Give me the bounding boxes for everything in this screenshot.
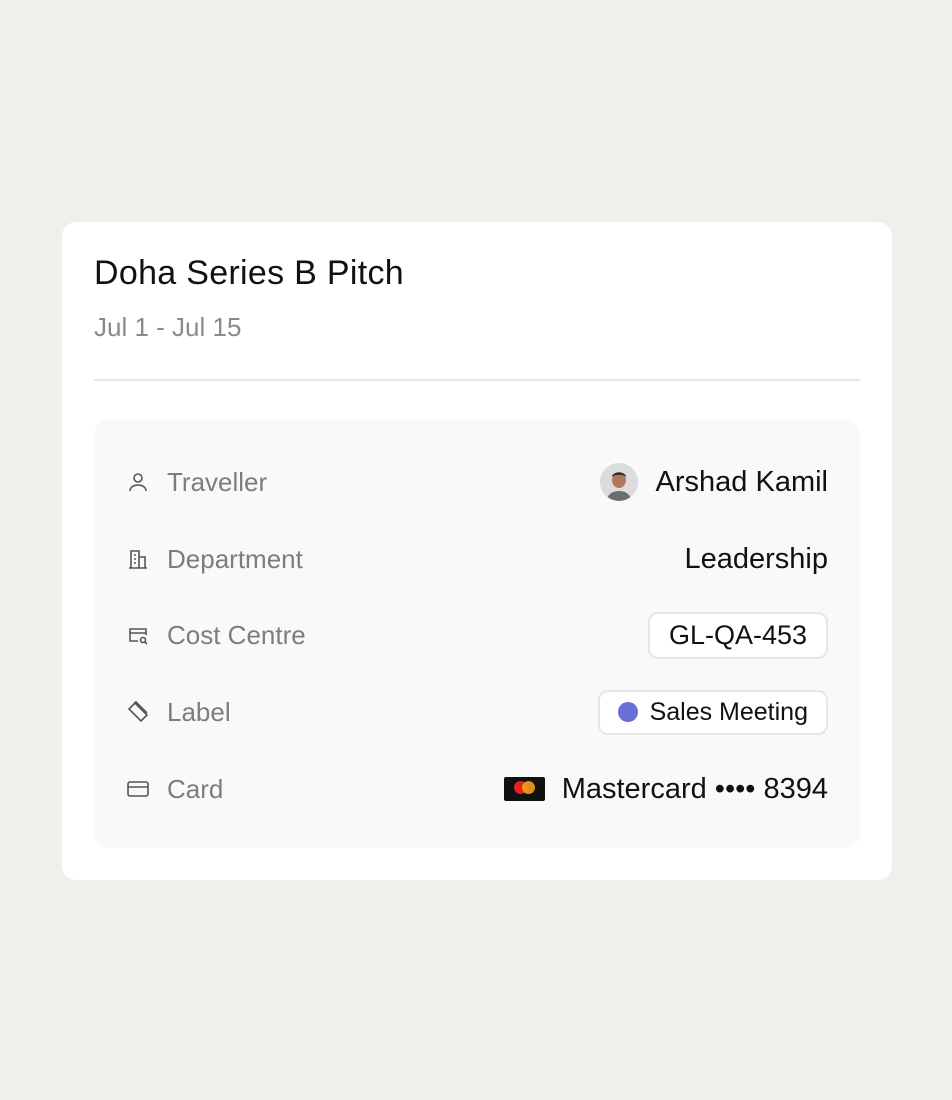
cost-centre-chip[interactable]: GL-QA-453 <box>647 611 828 659</box>
tag-icon <box>126 700 150 724</box>
label-color-dot <box>617 702 638 722</box>
traveller-label: Traveller <box>167 466 268 497</box>
mastercard-logo <box>503 777 545 801</box>
row-card: Card Mastercard •••• 8394 <box>94 764 860 814</box>
row-label: Label Sales Meeting <box>94 687 860 737</box>
department-value: Leadership <box>684 542 829 575</box>
row-traveller: Traveller Arshad Kamil <box>94 457 860 507</box>
label-value: Sales Meeting <box>649 697 808 726</box>
trip-dates: Jul 1 - Jul 15 <box>94 312 242 342</box>
row-cost-centre: Cost Centre GL-QA-453 <box>94 610 860 660</box>
cost-centre-icon <box>126 623 150 647</box>
divider <box>94 379 860 381</box>
building-icon <box>126 547 150 571</box>
label-label: Label <box>167 696 231 727</box>
trip-card: Doha Series B Pitch Jul 1 - Jul 15 Trave… <box>62 222 892 880</box>
row-department: Department Leadership <box>94 534 860 584</box>
card-label: Card <box>167 773 224 804</box>
card-value: Mastercard •••• 8394 <box>561 772 828 805</box>
person-icon <box>126 470 150 494</box>
credit-card-icon <box>126 777 150 801</box>
label-chip[interactable]: Sales Meeting <box>597 689 828 735</box>
avatar <box>599 463 638 501</box>
trip-title: Doha Series B Pitch <box>94 254 404 292</box>
department-label: Department <box>167 543 303 574</box>
cost-centre-label: Cost Centre <box>167 619 306 650</box>
traveller-name: Arshad Kamil <box>655 465 828 498</box>
details-panel: Traveller Arshad Kamil Department Leader… <box>94 420 860 848</box>
